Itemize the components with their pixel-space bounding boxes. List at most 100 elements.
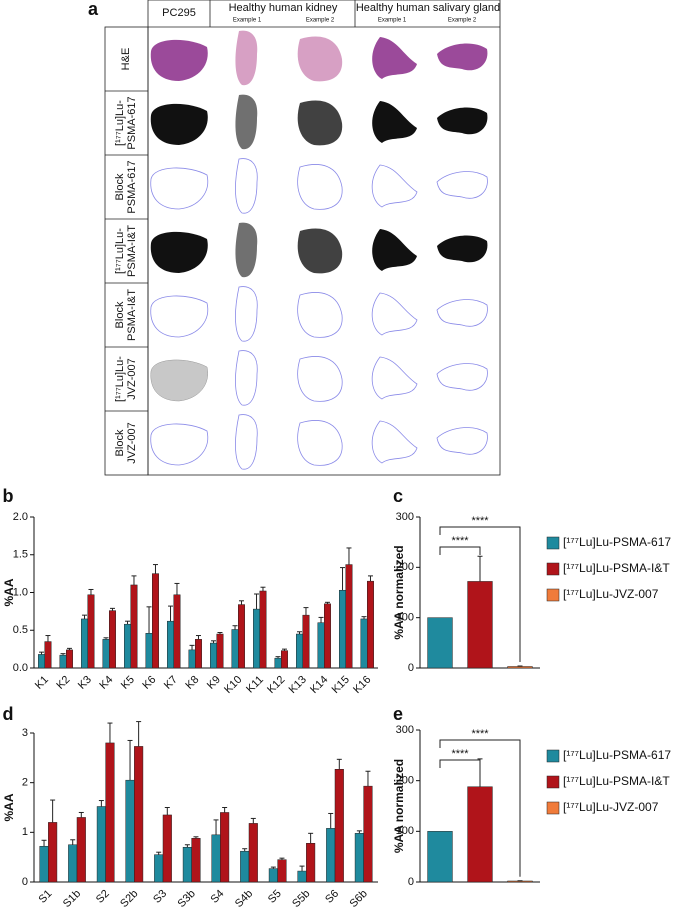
row-label: [¹⁷⁷Lu]Lu- — [114, 228, 126, 274]
error-bar — [98, 800, 104, 807]
tissue-image — [297, 355, 343, 402]
error-bar — [189, 644, 195, 650]
y-tick-label: 1.0 — [13, 586, 28, 598]
tissue-image — [436, 363, 488, 391]
bar — [162, 814, 172, 883]
error-bar — [146, 606, 152, 634]
tissue-image — [297, 100, 343, 146]
significance-label: **** — [471, 728, 489, 740]
bar — [306, 843, 316, 883]
error-bar — [260, 586, 266, 591]
tissue-image — [372, 101, 417, 143]
x-tick-label: S3b — [176, 888, 198, 909]
error-bar — [168, 605, 174, 622]
error-bar — [238, 600, 244, 605]
tissue-image — [371, 420, 418, 464]
tissue-image — [436, 171, 488, 199]
bar — [216, 633, 224, 669]
y-tick-label: 0 — [22, 876, 28, 888]
tissue-image — [234, 350, 258, 406]
error-bar — [70, 839, 76, 845]
error-bar — [82, 614, 88, 619]
legend-swatch — [546, 775, 560, 789]
bar — [48, 822, 58, 883]
x-tick-label: S4 — [209, 888, 227, 906]
tissue-image — [436, 427, 488, 455]
error-bar — [45, 635, 51, 642]
legend-label: [¹⁷⁷Lu]Lu-JVZ-007 — [563, 800, 659, 814]
tissue-image — [297, 163, 343, 210]
error-bar — [41, 839, 47, 847]
y-tick-label: 1 — [22, 826, 28, 838]
error-bar — [250, 817, 256, 824]
bar — [345, 564, 353, 669]
tissue-image — [297, 36, 343, 82]
tissue-image — [150, 295, 209, 338]
error-bar — [297, 631, 303, 635]
bar — [238, 604, 245, 669]
bar — [81, 618, 89, 669]
tissue-image — [437, 235, 488, 263]
y-tick-label: 300 — [396, 724, 414, 736]
error-bar — [66, 647, 72, 650]
bar — [363, 785, 373, 883]
bar — [191, 838, 201, 883]
bar — [354, 833, 364, 883]
x-tick-label: K8 — [183, 674, 201, 692]
tissue-image — [234, 286, 258, 342]
bar — [427, 831, 453, 883]
significance-bracket — [439, 526, 521, 662]
tissue-image — [437, 107, 488, 135]
tissue-image — [372, 229, 417, 271]
tissue-image — [371, 164, 418, 208]
error-bar — [318, 616, 324, 623]
x-tick-label: K13 — [287, 674, 309, 696]
bar — [102, 639, 110, 669]
y-tick-label: 100 — [396, 825, 414, 837]
error-bar — [299, 865, 305, 872]
error-bar — [213, 819, 219, 835]
bar — [76, 817, 86, 883]
bar — [240, 850, 250, 883]
y-tick-label: 2.0 — [13, 511, 28, 523]
error-bar — [232, 625, 238, 630]
column-title: Healthy human kidney — [229, 2, 338, 14]
x-tick-label: K15 — [330, 674, 352, 696]
bar — [66, 649, 73, 669]
error-bar — [222, 807, 228, 813]
x-tick-label: S5b — [290, 888, 312, 909]
x-tick-label: S1b — [61, 888, 83, 909]
error-bar — [275, 656, 281, 659]
x-tick-label: S1 — [37, 888, 55, 906]
bar — [507, 666, 533, 669]
x-tick-label: K14 — [308, 674, 330, 696]
bar — [277, 859, 287, 883]
error-bar — [50, 799, 56, 823]
legend-swatch — [546, 536, 560, 550]
y-tick-label: 0 — [408, 662, 414, 674]
tissue-image — [297, 419, 343, 466]
error-bar — [88, 588, 94, 595]
bar — [427, 617, 453, 669]
y-axis-label: %AA — [2, 578, 16, 606]
row-label-frame — [104, 26, 149, 476]
error-bar — [164, 807, 170, 815]
error-bar — [184, 844, 190, 848]
error-bar — [156, 851, 162, 855]
bar — [39, 845, 49, 883]
error-bar — [517, 665, 523, 667]
bar — [68, 844, 78, 883]
bar — [125, 779, 135, 883]
x-tick-label: S2b — [118, 888, 140, 909]
error-bar — [336, 758, 342, 770]
bar — [367, 580, 374, 669]
y-tick-label: 0.5 — [13, 624, 28, 636]
error-bar — [131, 575, 137, 585]
column-example: Example 1 — [233, 18, 262, 24]
legend-swatch — [546, 562, 560, 576]
error-bar — [367, 575, 373, 582]
panel-label: c — [393, 486, 403, 506]
bar — [130, 584, 138, 669]
tissue-image — [234, 158, 258, 214]
